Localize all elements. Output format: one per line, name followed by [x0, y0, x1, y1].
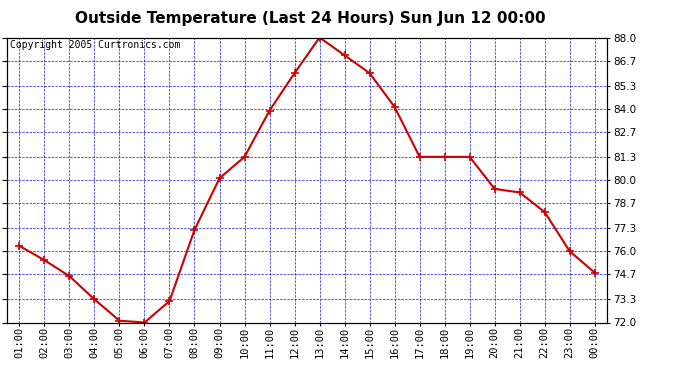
Text: Outside Temperature (Last 24 Hours) Sun Jun 12 00:00: Outside Temperature (Last 24 Hours) Sun …	[75, 11, 546, 26]
Text: Copyright 2005 Curtronics.com: Copyright 2005 Curtronics.com	[10, 40, 180, 50]
